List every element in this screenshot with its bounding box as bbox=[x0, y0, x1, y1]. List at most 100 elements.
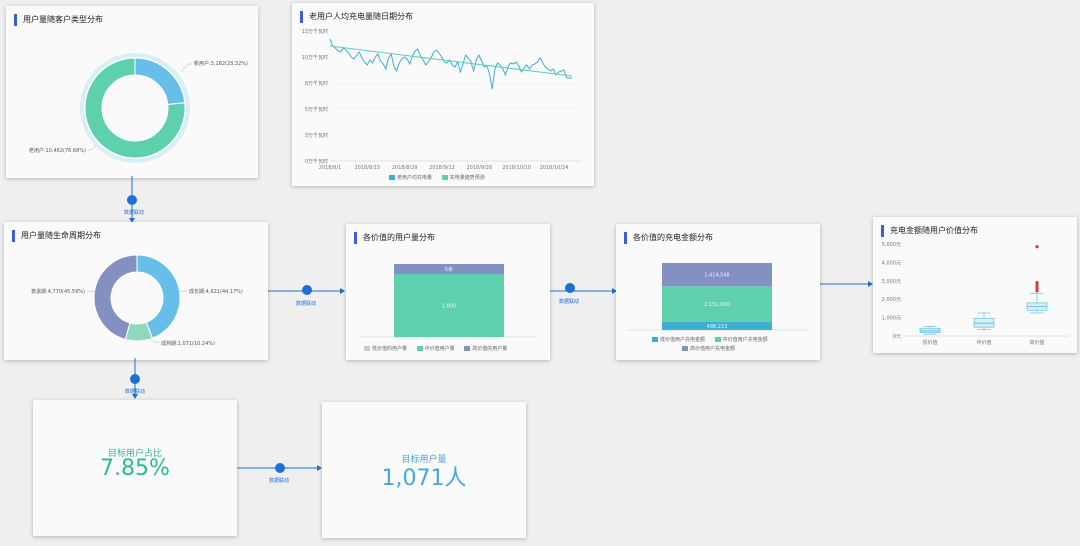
leader-decline bbox=[87, 290, 97, 293]
target-ratio-card: 目标用户占比 7.85% bbox=[33, 400, 237, 536]
link-icon[interactable] bbox=[275, 463, 285, 473]
label-new-user: 新用户:3,182(23.32%) bbox=[194, 60, 248, 67]
value-users-bar-chart[interactable]: 5条 1,000 bbox=[346, 224, 550, 360]
kpi-value: 1,071人 bbox=[381, 466, 467, 491]
bar-label-top: 5条 bbox=[445, 266, 453, 273]
value-amount-card: 各价值的充电金额分布 1,414,548 2,151,000 488,213 低… bbox=[616, 224, 820, 360]
link-icon[interactable] bbox=[565, 283, 575, 293]
card-title: 各价值的充电金额分布 bbox=[624, 232, 713, 244]
series-trend bbox=[329, 45, 573, 77]
bar-mid-value-amount bbox=[662, 286, 772, 322]
legend-avg-text: 老用户均充电量 bbox=[397, 175, 433, 181]
y-tick-label: 2,000元 bbox=[882, 297, 901, 303]
kpi-title: 目标用户占比 bbox=[107, 449, 162, 459]
legend-high-text: 高价值用户充电金额 bbox=[690, 346, 736, 352]
link-arrow-3 bbox=[550, 288, 617, 294]
y-tick-label: 10万千瓦时 bbox=[302, 54, 328, 61]
slice-decline bbox=[93, 254, 138, 340]
y-tick-label: 0万千瓦时 bbox=[305, 158, 328, 165]
y-tick-label: 8万千瓦时 bbox=[305, 80, 328, 87]
lifecycle-card: 用户量随生命周期分布 成长期:4,621(44.17%) 成熟期:1,071(1… bbox=[4, 222, 268, 360]
slice-old-user bbox=[84, 57, 186, 159]
lifecycle-donut[interactable]: 成长期:4,621(44.17%) 成熟期:1,071(10.24%) 衰退期:… bbox=[4, 222, 268, 360]
x-tick-label: 2018/8/15 bbox=[355, 165, 381, 171]
legend-mid-text: 中价值用户量 bbox=[424, 346, 455, 352]
x-tick-label: 2018/8/29 bbox=[392, 165, 418, 171]
y-tick-label: 3,000元 bbox=[882, 279, 901, 285]
link-arrow-4 bbox=[820, 281, 873, 287]
legend-item-trend[interactable]: 充电量趋势预测 bbox=[441, 174, 485, 181]
x-tick-label: 2018/8/1 bbox=[319, 165, 341, 171]
legend-item-low[interactable]: 低价值用户充电金额 bbox=[652, 336, 705, 345]
bar-label-mid: 1,000 bbox=[442, 304, 456, 310]
legend-item-mid[interactable]: 中价值用户充电金额 bbox=[714, 336, 768, 345]
y-tick-label: 5万千瓦时 bbox=[305, 106, 328, 113]
link-icon[interactable] bbox=[302, 285, 312, 295]
value-users-card: 各价值的用户量分布 5条 1,000 低价值的用户量 中价值用户量 高价值的用户… bbox=[346, 224, 550, 360]
x-tick-low: 低价值 bbox=[922, 339, 937, 346]
card-title: 老用户人均充电量随日期分布 bbox=[300, 11, 413, 23]
kpi-title: 目标用户量 bbox=[401, 455, 447, 465]
amount-box-plot[interactable]: 5,000元 4,000元 3,000元 2,000元 1,000元 0元 低价值 中价值… bbox=[873, 217, 1077, 353]
link-label: 数据联动 bbox=[125, 389, 146, 395]
daily-charge-line-chart[interactable]: 13万千瓦时 10万千瓦时 8万千瓦时 5万千瓦时 3万千瓦时 0万千瓦时 2018/8/… bbox=[292, 3, 594, 186]
link-icon[interactable] bbox=[130, 374, 140, 384]
value-amount-bar-chart[interactable]: 1,414,548 2,151,000 488,213 bbox=[616, 224, 820, 360]
leader-new bbox=[180, 63, 192, 73]
box-outlier bbox=[1035, 281, 1039, 285]
customer-type-donut[interactable]: 新用户:3,182(23.32%) 老用户:10,462(76.68%) bbox=[6, 6, 258, 178]
y-tick-label: 0元 bbox=[893, 334, 901, 340]
bar-high-value-users bbox=[394, 264, 504, 274]
target-users-card: 目标用户量 1,071人 bbox=[322, 402, 526, 538]
box-iqr bbox=[919, 327, 941, 334]
box-outlier bbox=[1035, 289, 1039, 293]
box-outlier bbox=[1035, 283, 1039, 287]
y-tick-label: 13万千瓦时 bbox=[302, 28, 328, 35]
legend-mid-text: 中价值用户充电金额 bbox=[722, 337, 768, 343]
label-decline: 衰退期:4,770(45.59%) bbox=[31, 288, 85, 295]
box-outlier bbox=[1035, 286, 1039, 290]
x-tick-label: 2018/9/26 bbox=[467, 165, 493, 171]
label-old-user: 老用户:10,462(76.68%) bbox=[29, 147, 86, 154]
y-tick-label: 1,000元 bbox=[882, 316, 901, 322]
legend-item-high[interactable]: 高价值用户充电金额 bbox=[682, 345, 735, 354]
legend-item-avg[interactable]: 老用户均充电量 bbox=[389, 174, 432, 181]
legend-item-mid[interactable]: 中价值用户量 bbox=[416, 345, 455, 352]
bar-high-value-amount bbox=[662, 263, 772, 287]
x-tick-label: 2018/10/10 bbox=[502, 165, 531, 171]
bar-low-value-amount bbox=[662, 321, 772, 330]
y-tick-label: 4,000元 bbox=[882, 260, 901, 266]
link-label: 数据联动 bbox=[296, 301, 317, 307]
amount-by-value-card: 充电金额随用户价值分布 5,000元 4,000元 3,000元 2,000元 1,00… bbox=[873, 217, 1077, 353]
legend-item-low[interactable]: 低价值的用户量 bbox=[364, 345, 407, 352]
x-tick-mid: 中价值 bbox=[976, 339, 991, 346]
link-label: 数据联动 bbox=[269, 478, 290, 484]
bar1-legend: 低价值的用户量 中价值用户量 高价值的用户量 bbox=[364, 345, 515, 352]
link-label: 数据联动 bbox=[124, 210, 145, 216]
card-title: 充电金额随用户价值分布 bbox=[881, 225, 978, 237]
link-icon[interactable] bbox=[127, 195, 137, 205]
y-tick-label: 5,000元 bbox=[882, 242, 901, 248]
bar-mid-value-users bbox=[394, 274, 504, 337]
slice-growth bbox=[136, 254, 181, 339]
y-tick-label: 3万千瓦时 bbox=[305, 132, 328, 139]
legend-low-text: 低价值的用户量 bbox=[372, 346, 408, 352]
bar-label-mid: 2,151,000 bbox=[704, 302, 729, 308]
card-title: 用户量随客户类型分布 bbox=[14, 14, 103, 26]
box-outlier bbox=[1035, 245, 1039, 249]
leader-mature bbox=[143, 333, 159, 343]
legend-item-high[interactable]: 高价值的用户量 bbox=[464, 345, 507, 352]
label-growth: 成长期:4,621(44.17%) bbox=[189, 288, 243, 295]
bar2-legend: 低价值用户充电金额 中价值用户充电金额 高价值用户充电金额 bbox=[652, 336, 812, 354]
leader-growth bbox=[177, 290, 187, 293]
legend-trend-text: 充电量趋势预测 bbox=[449, 175, 485, 181]
x-tick-label: 2018/10/24 bbox=[540, 165, 569, 171]
x-tick-high: 高价值 bbox=[1029, 339, 1044, 346]
daily-charge-card: 老用户人均充电量随日期分布 13万千瓦时 10万千瓦时 8万千瓦时 5万千瓦时 3万千瓦… bbox=[292, 3, 594, 186]
legend-high-text: 高价值的用户量 bbox=[472, 346, 508, 352]
donut-outer-ring bbox=[80, 53, 190, 163]
kpi-value: 7.85% bbox=[100, 456, 170, 481]
card-title: 用户量随生命周期分布 bbox=[12, 230, 101, 242]
link-label: 数据联动 bbox=[559, 299, 580, 305]
leader-old bbox=[88, 145, 97, 151]
